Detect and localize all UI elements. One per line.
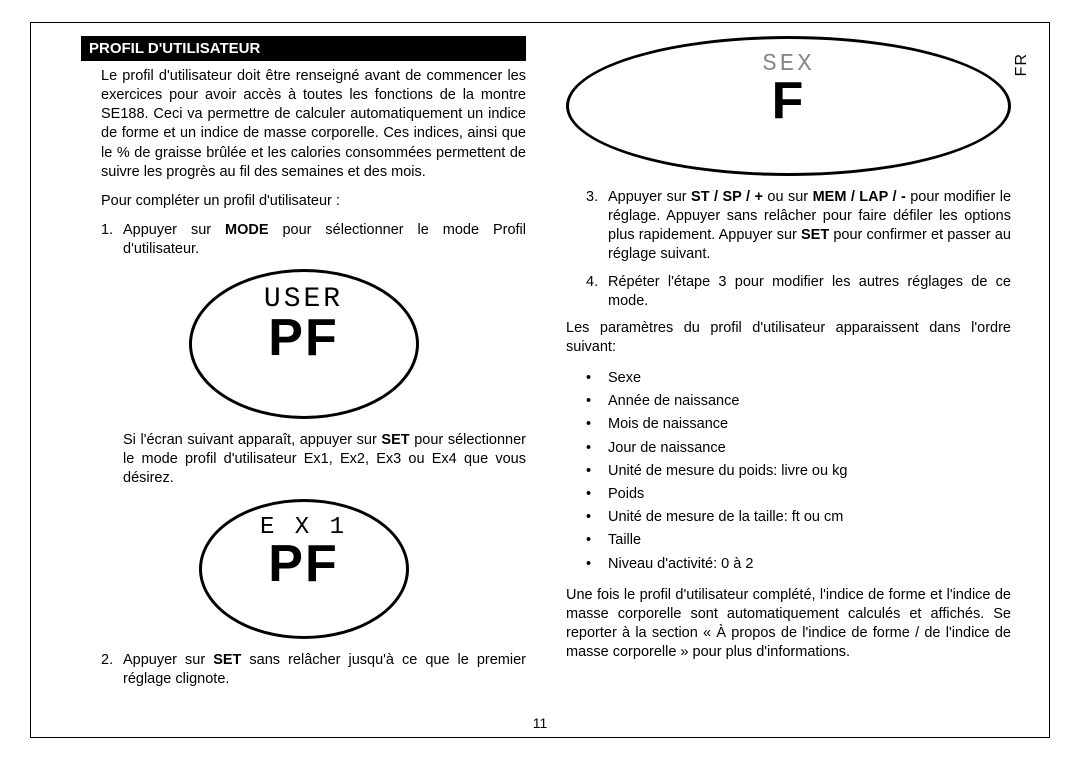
step-4: 4. Répéter l'étape 3 pour modifier les a… — [586, 273, 1011, 311]
param-label: Niveau d'activité: 0 à 2 — [608, 553, 753, 576]
param-item: •Poids — [586, 483, 1011, 506]
param-label: Unité de mesure du poids: livre ou kg — [608, 460, 847, 483]
s1after-pre: Si l'écran suivant apparaît, appuyer sur — [123, 432, 381, 448]
content-columns: PROFIL D'UTILISATEUR Le profil d'utilisa… — [81, 36, 1011, 726]
param-label: Année de naissance — [608, 390, 739, 413]
param-label: Poids — [608, 483, 644, 506]
bullet-icon: • — [586, 553, 608, 576]
bullet-icon: • — [586, 506, 608, 529]
intro-paragraph: Le profil d'utilisateur doit être rensei… — [101, 67, 526, 182]
lcd-main-label: F — [569, 77, 1008, 126]
page-number: 11 — [31, 715, 1049, 731]
bullet-icon: • — [586, 460, 608, 483]
s3-b2: MEM / LAP / - — [813, 189, 906, 205]
step-1: 1. Appuyer sur MODE pour sélectionner le… — [101, 221, 526, 259]
params-intro: Les paramètres du profil d'utilisateur a… — [566, 319, 1011, 357]
lcd-user-pf: USER PF — [189, 269, 419, 419]
language-tab: FR — [1013, 53, 1031, 76]
param-item: •Année de naissance — [586, 390, 1011, 413]
bullet-icon: • — [586, 367, 608, 390]
step-number: 2. — [101, 651, 123, 689]
s3-mid1: ou sur — [763, 189, 813, 205]
param-item: •Taille — [586, 529, 1011, 552]
bullet-icon: • — [586, 390, 608, 413]
param-label: Taille — [608, 529, 641, 552]
param-label: Sexe — [608, 367, 641, 390]
s2-bold: SET — [213, 652, 241, 668]
lcd-ex-pf: E X 1 PF — [199, 499, 409, 639]
lcd-sex-f: SEX F — [566, 36, 1011, 176]
step1-pre: Appuyer sur — [123, 222, 225, 238]
step-number: 4. — [586, 273, 608, 311]
s3-b3: SET — [801, 227, 829, 243]
bullet-icon: • — [586, 437, 608, 460]
step1-bold: MODE — [225, 222, 269, 238]
s3-b1: ST / SP / + — [691, 189, 763, 205]
param-label: Unité de mesure de la taille: ft ou cm — [608, 506, 843, 529]
bullet-icon: • — [586, 483, 608, 506]
outro-paragraph: Une fois le profil d'utilisateur complét… — [566, 586, 1011, 663]
page-frame: FR PROFIL D'UTILISATEUR Le profil d'util… — [30, 22, 1050, 738]
param-item: •Mois de naissance — [586, 413, 1011, 436]
lcd-main-label: PF — [202, 540, 406, 589]
step-number: 3. — [586, 188, 608, 265]
s3-pre: Appuyer sur — [608, 189, 691, 205]
param-label: Jour de naissance — [608, 437, 726, 460]
param-item: •Jour de naissance — [586, 437, 1011, 460]
step-2: 2. Appuyer sur SET sans relâcher jusqu'à… — [101, 651, 526, 689]
step-1-after: Si l'écran suivant apparaît, appuyer sur… — [123, 431, 526, 488]
param-label: Mois de naissance — [608, 413, 728, 436]
section-header: PROFIL D'UTILISATEUR — [81, 36, 526, 61]
intro2: Pour compléter un profil d'utilisateur : — [101, 192, 526, 211]
param-item: •Unité de mesure de la taille: ft ou cm — [586, 506, 1011, 529]
step-number: 1. — [101, 221, 123, 259]
param-item: •Sexe — [586, 367, 1011, 390]
bullet-icon: • — [586, 413, 608, 436]
params-list: •Sexe•Année de naissance•Mois de naissan… — [586, 367, 1011, 576]
s1after-bold: SET — [381, 432, 409, 448]
bullet-icon: • — [586, 529, 608, 552]
step-3: 3. Appuyer sur ST / SP / + ou sur MEM / … — [586, 188, 1011, 265]
param-item: •Niveau d'activité: 0 à 2 — [586, 553, 1011, 576]
lcd-main-label: PF — [192, 314, 416, 363]
s4-text: Répéter l'étape 3 pour modifier les autr… — [608, 273, 1011, 311]
param-item: •Unité de mesure du poids: livre ou kg — [586, 460, 1011, 483]
s2-pre: Appuyer sur — [123, 652, 213, 668]
